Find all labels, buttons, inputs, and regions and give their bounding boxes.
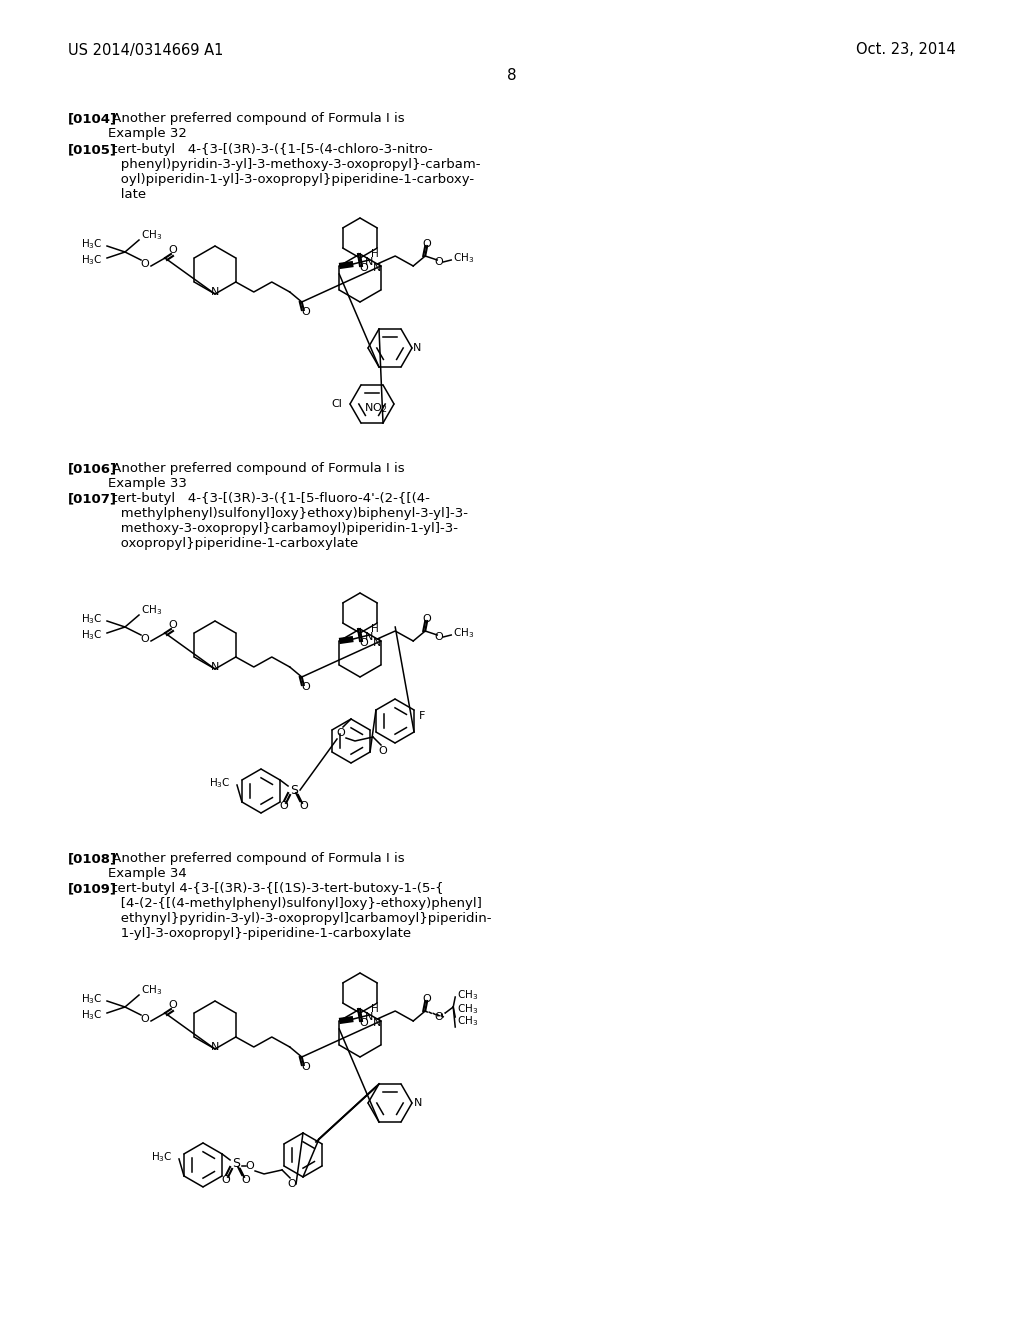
Text: O: O	[169, 246, 177, 255]
Text: O: O	[379, 746, 387, 756]
Text: H$_3$C: H$_3$C	[82, 253, 103, 267]
Text: O: O	[246, 1162, 254, 1171]
Text: N: N	[414, 1098, 422, 1107]
Text: O: O	[435, 257, 443, 267]
Text: O: O	[435, 632, 443, 642]
Text: tert-butyl   4-{3-[(3R)-3-({1-[5-(4-chloro-3-nitro-
   phenyl)pyridin-3-yl]-3-me: tert-butyl 4-{3-[(3R)-3-({1-[5-(4-chloro…	[108, 143, 480, 201]
Text: N: N	[413, 343, 421, 352]
Text: Oct. 23, 2014: Oct. 23, 2014	[856, 42, 956, 58]
Text: NO$_2$: NO$_2$	[365, 401, 388, 414]
Text: H$_3$C: H$_3$C	[82, 1008, 103, 1022]
Text: O: O	[359, 263, 369, 273]
Text: N: N	[211, 286, 219, 297]
Text: O: O	[242, 1175, 251, 1185]
Text: S: S	[232, 1158, 240, 1171]
Text: H$_3$C: H$_3$C	[82, 993, 103, 1006]
Text: S: S	[290, 784, 298, 796]
Text: Another preferred compound of Formula I is
Example 33: Another preferred compound of Formula I …	[108, 462, 404, 490]
Text: CH$_3$: CH$_3$	[454, 626, 474, 640]
Text: 8: 8	[507, 67, 517, 82]
Text: O: O	[300, 801, 308, 810]
Text: Cl: Cl	[331, 399, 342, 409]
Text: O: O	[169, 620, 177, 630]
Text: N: N	[365, 257, 374, 267]
Text: O: O	[423, 994, 431, 1005]
Text: O: O	[359, 638, 369, 648]
Text: H$_3$C: H$_3$C	[82, 238, 103, 251]
Text: H$_3$C: H$_3$C	[82, 612, 103, 626]
Text: Another preferred compound of Formula I is
Example 34: Another preferred compound of Formula I …	[108, 851, 404, 880]
Text: N: N	[373, 263, 381, 273]
Text: [0104]: [0104]	[68, 112, 117, 125]
Text: H$_3$C: H$_3$C	[152, 1150, 173, 1164]
Text: CH$_3$: CH$_3$	[454, 251, 474, 265]
Text: O: O	[301, 682, 310, 692]
Text: [0107]: [0107]	[68, 492, 117, 506]
Text: N: N	[211, 663, 219, 672]
Text: O: O	[423, 614, 431, 624]
Text: tert-butyl   4-{3-[(3R)-3-({1-[5-fluoro-4'-(2-{[(4-
   methylphenyl)sulfonyl]oxy: tert-butyl 4-{3-[(3R)-3-({1-[5-fluoro-4'…	[108, 492, 468, 550]
Text: N: N	[373, 1018, 381, 1028]
Text: H: H	[372, 624, 379, 634]
Text: CH$_3$: CH$_3$	[141, 228, 162, 242]
Text: H: H	[372, 1005, 379, 1014]
Text: H: H	[372, 249, 379, 259]
Text: H$_3$C: H$_3$C	[82, 628, 103, 642]
Text: O: O	[221, 1175, 230, 1185]
Text: O: O	[140, 259, 150, 269]
Text: [0105]: [0105]	[68, 143, 117, 156]
Text: O: O	[435, 1012, 443, 1022]
Text: O: O	[301, 1063, 310, 1072]
Text: N: N	[365, 1012, 374, 1022]
Text: O: O	[337, 729, 345, 738]
Text: O: O	[280, 801, 289, 810]
Text: CH$_3$: CH$_3$	[457, 1014, 478, 1028]
Text: [0109]: [0109]	[68, 882, 117, 895]
Text: CH$_3$: CH$_3$	[457, 989, 478, 1002]
Text: O: O	[169, 1001, 177, 1010]
Text: O: O	[423, 239, 431, 249]
Text: CH$_3$: CH$_3$	[141, 983, 162, 997]
Text: tert-butyl 4-{3-[(3R)-3-{[(1S)-3-tert-butoxy-1-(5-{
   [4-(2-{[(4-methylphenyl)s: tert-butyl 4-{3-[(3R)-3-{[(1S)-3-tert-bu…	[108, 882, 492, 940]
Text: N: N	[373, 638, 381, 648]
Text: [0106]: [0106]	[68, 462, 117, 475]
Text: H$_3$C: H$_3$C	[210, 776, 231, 789]
Text: CH$_3$: CH$_3$	[457, 1002, 478, 1016]
Text: N: N	[365, 632, 374, 642]
Text: F: F	[419, 711, 425, 721]
Text: O: O	[359, 1018, 369, 1028]
Text: Another preferred compound of Formula I is
Example 32: Another preferred compound of Formula I …	[108, 112, 404, 140]
Text: O: O	[140, 634, 150, 644]
Text: O: O	[288, 1179, 296, 1189]
Text: US 2014/0314669 A1: US 2014/0314669 A1	[68, 42, 223, 58]
Text: O: O	[301, 308, 310, 317]
Text: O: O	[140, 1014, 150, 1024]
Text: N: N	[211, 1041, 219, 1052]
Text: [0108]: [0108]	[68, 851, 117, 865]
Text: CH$_3$: CH$_3$	[141, 603, 162, 616]
